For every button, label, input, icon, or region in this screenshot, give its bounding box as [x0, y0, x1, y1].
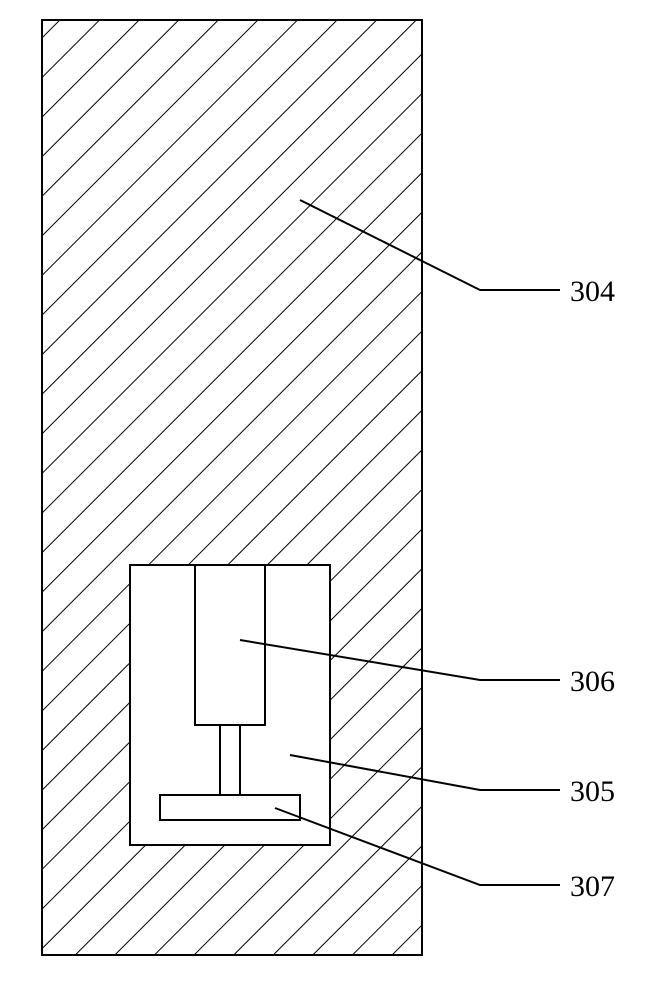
diagram-stage: 304 306 305 307 [0, 0, 650, 1000]
cylinder-306 [195, 565, 265, 725]
label-305: 305 [570, 775, 615, 809]
diagram-svg [0, 0, 650, 1000]
piston-rod [220, 725, 240, 795]
plate-307 [160, 795, 300, 820]
label-307: 307 [570, 870, 615, 904]
label-304: 304 [570, 275, 615, 309]
label-306: 306 [570, 665, 615, 699]
